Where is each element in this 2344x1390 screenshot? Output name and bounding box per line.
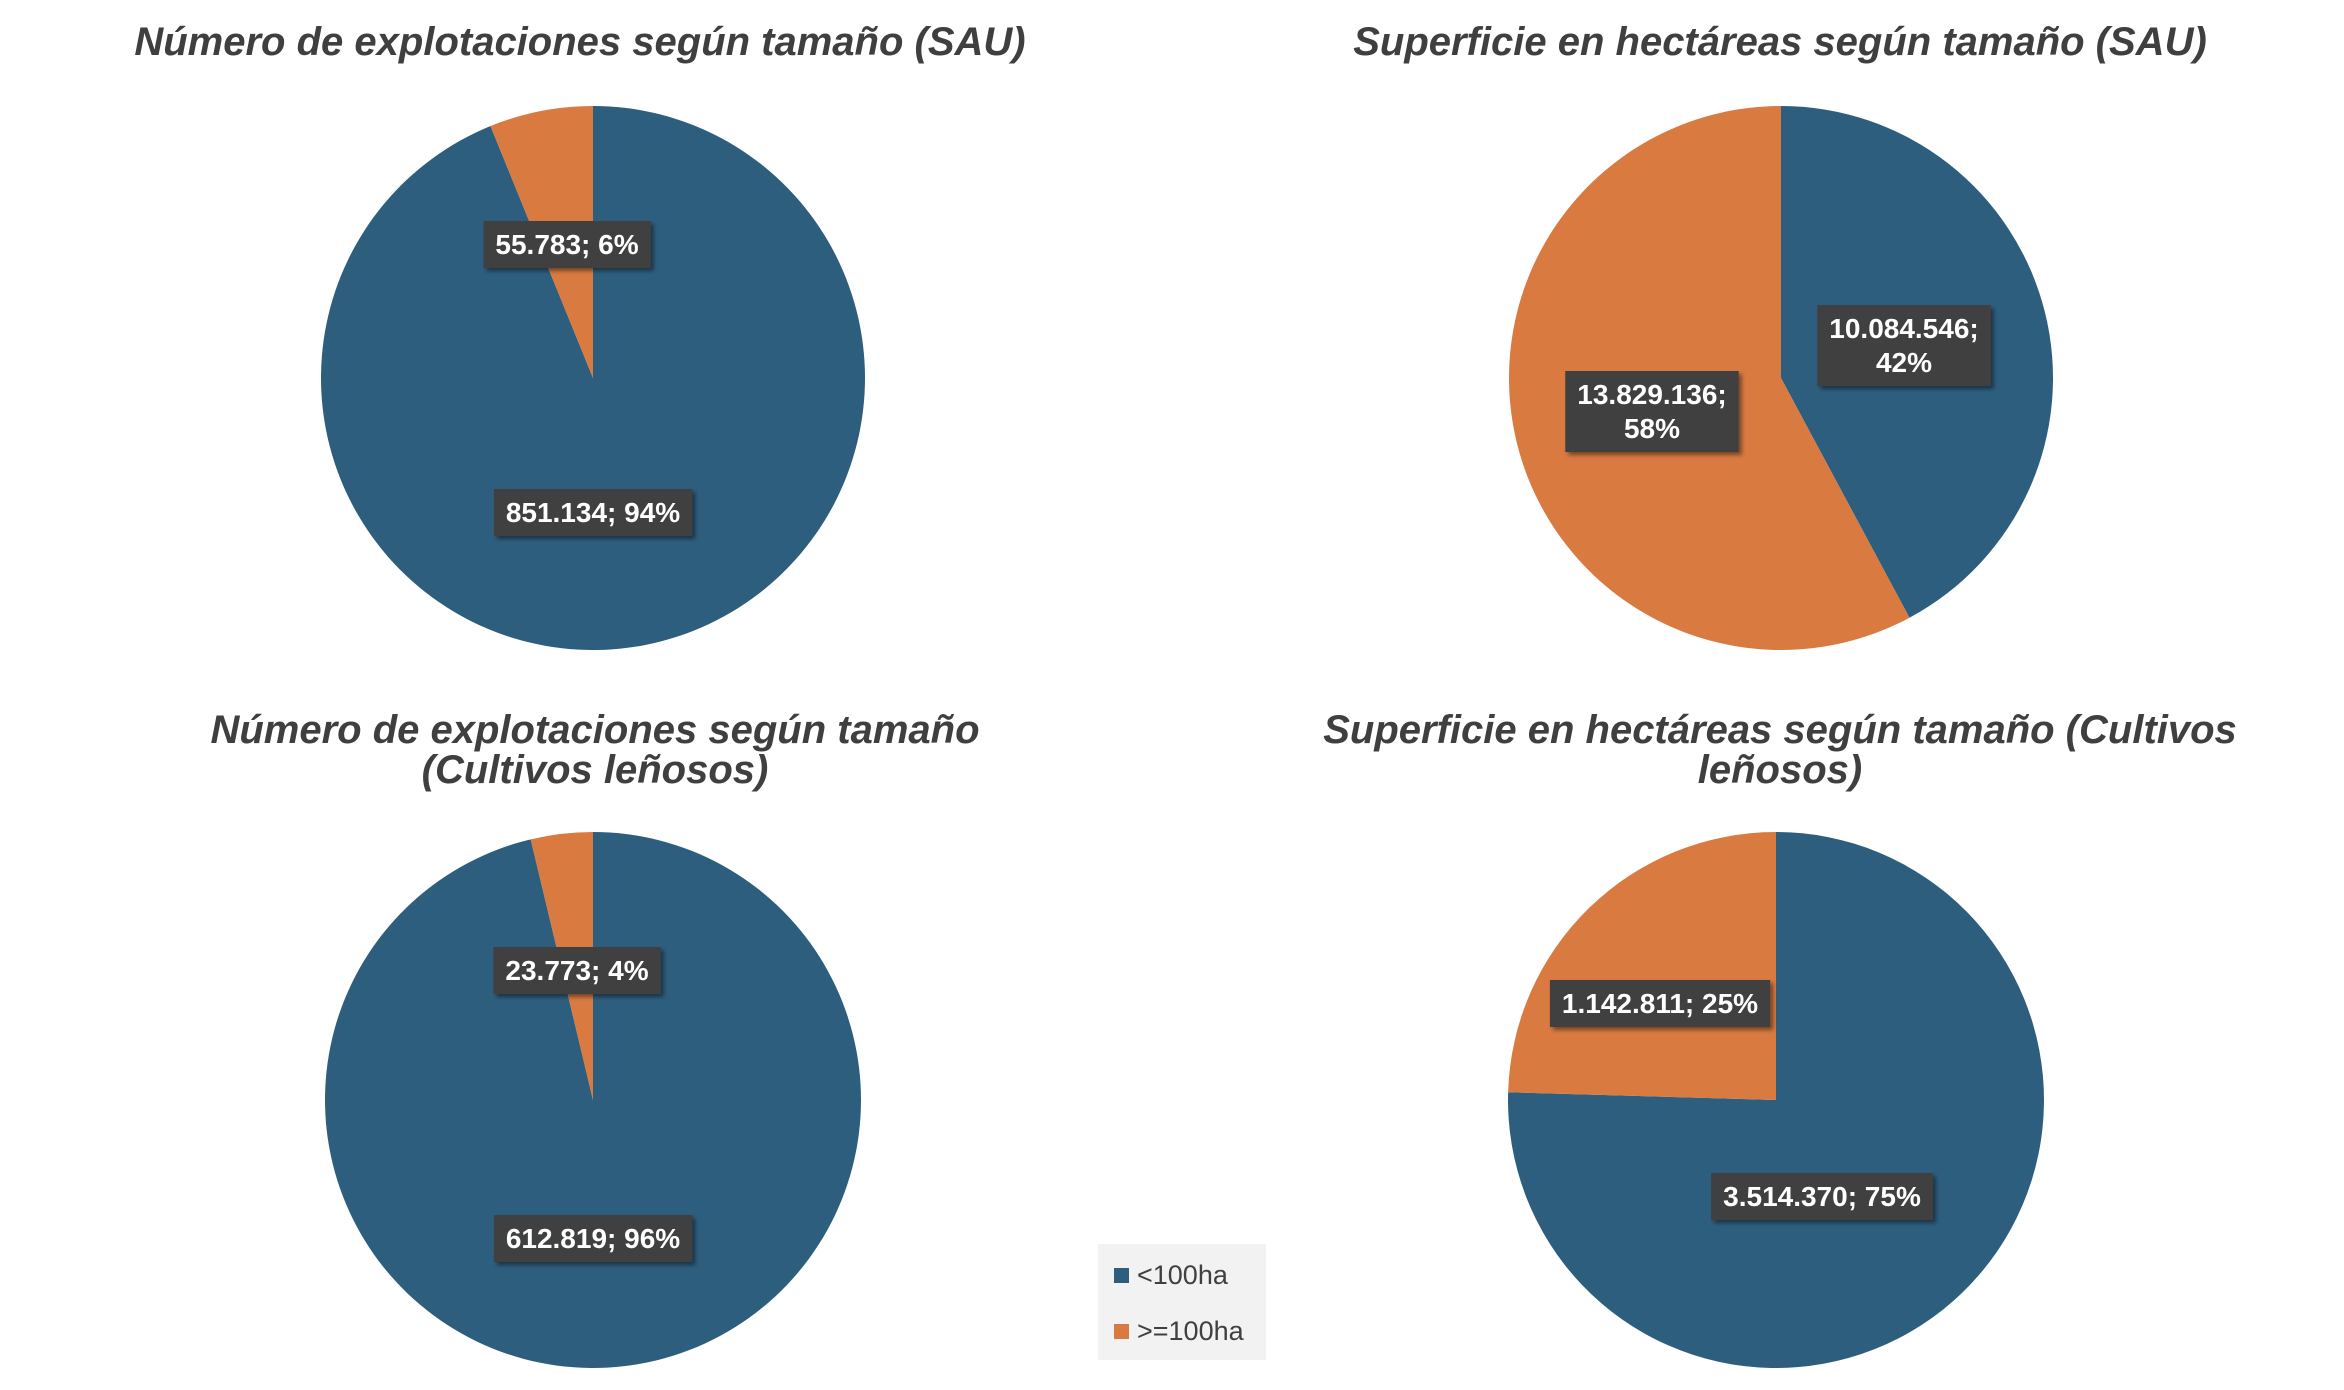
data-label-text: 612.819; 96% [506, 1223, 680, 1254]
chart-title: Número de explotaciones según tamaño (Cu… [60, 710, 1130, 790]
legend-item-lt100: <100ha [1114, 1260, 1228, 1291]
chart-title-line: (Cultivos leñosos) [421, 748, 769, 792]
legend-label: <100ha [1137, 1260, 1228, 1290]
data-label-box [1817, 305, 1991, 386]
legend: <100ha >=100ha [1098, 1244, 1266, 1360]
data-label-box [483, 221, 651, 268]
data-label: 13.829.136; 58% [1565, 371, 1739, 452]
data-label-text: 851.134; 94% [506, 497, 680, 528]
legend-swatch [1114, 1324, 1129, 1339]
data-label: 23.773; 4% [493, 947, 661, 994]
data-label-box [1565, 371, 1739, 452]
chart-title: Superficie en hectáreas según tamaño (Cu… [1260, 710, 2300, 790]
legend-label: >=100ha [1137, 1316, 1244, 1346]
data-label-box [493, 489, 693, 536]
pie-chart: 10.084.546; 42% 13.829.136; 58% [1509, 106, 2053, 650]
data-label-text: 10.084.546; 42% [1829, 313, 1978, 378]
pie-chart: 851.134; 94% 55.783; 6% [320, 106, 865, 650]
legend-item-ge100: >=100ha [1114, 1316, 1244, 1347]
pie-slice-ge100 [1508, 832, 1776, 1100]
legend-swatch [1114, 1268, 1129, 1283]
data-label: 10.084.546; 42% [1817, 305, 1991, 386]
chart-title: Número de explotaciones según tamaño (SA… [60, 22, 1100, 62]
data-label-text: 3.514.370; 75% [1723, 1181, 1921, 1212]
data-label-text: 13.829.136; 58% [1577, 379, 1726, 444]
data-label-text: 23.773; 4% [505, 955, 648, 986]
data-label-box [1549, 980, 1771, 1027]
data-label: 3.514.370; 75% [1711, 1173, 1933, 1220]
pie-chart: 612.819; 96% 23.773; 4% [324, 832, 862, 1368]
data-label: 612.819; 96% [493, 1215, 693, 1262]
data-label-text: 1.142.811; 25% [1562, 988, 1758, 1019]
data-label-box [1711, 1173, 1933, 1220]
chart-title-line: Superficie en hectáreas según tamaño (Cu… [1323, 708, 2237, 752]
data-label-box [493, 1215, 693, 1262]
data-label: 851.134; 94% [493, 489, 693, 536]
data-label-box [493, 947, 661, 994]
chart-title-line: Número de explotaciones según tamaño [210, 708, 980, 752]
chart-title: Superficie en hectáreas según tamaño (SA… [1260, 22, 2300, 62]
data-label: 55.783; 6% [483, 221, 651, 268]
chart-title-line: Número de explotaciones según tamaño (SA… [134, 20, 1026, 64]
data-label: 1.142.811; 25% [1549, 980, 1771, 1027]
data-label-text: 55.783; 6% [495, 229, 638, 260]
chart-title-line: leñosos) [1697, 748, 1863, 792]
chart-title-line: Superficie en hectáreas según tamaño (SA… [1353, 20, 2207, 64]
